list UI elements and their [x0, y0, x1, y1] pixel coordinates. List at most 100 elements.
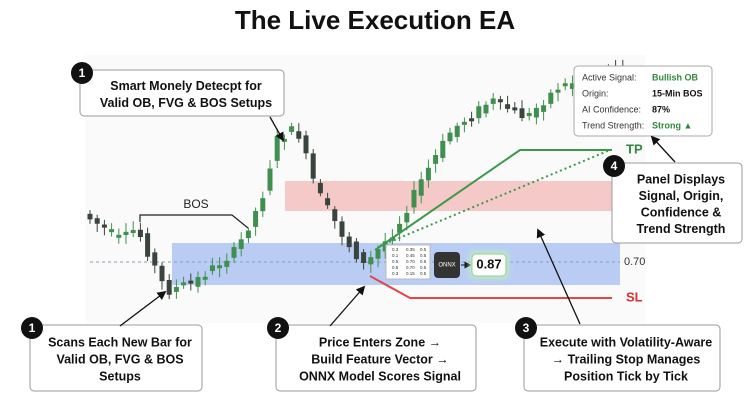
trailing-line: [379, 149, 611, 247]
callout-text: ONNX Model Scores Signal: [299, 369, 461, 383]
callout-badge: [515, 317, 537, 339]
candle-body: [260, 198, 266, 212]
callout-box: [275, 324, 477, 392]
callout: Price Enters Zone → Build Feature Vector …: [267, 317, 477, 392]
candle-body: [123, 231, 129, 236]
candle-body: [109, 229, 115, 233]
candle-body: [541, 105, 547, 112]
callout-text: Setups: [99, 369, 141, 383]
arrow: [536, 228, 581, 325]
onnx-chip: [434, 252, 460, 278]
candle-body: [526, 112, 532, 117]
candle-body: [303, 135, 309, 154]
callout-box: [611, 162, 743, 244]
candle-body: [361, 252, 367, 263]
callout-text: Scans Each New Bar for: [48, 335, 192, 349]
candle-body: [332, 209, 338, 222]
callout-text: Valid OB, FVG & BOS Setups: [100, 96, 272, 110]
candle-body: [202, 276, 208, 280]
callout-box: [523, 324, 721, 392]
arrow: [119, 290, 167, 327]
callout-text: Confidence &: [641, 206, 722, 220]
candle-body: [238, 239, 244, 249]
candle-body: [519, 108, 525, 119]
arrow: [269, 116, 284, 142]
candle-body: [209, 265, 215, 272]
callout-text: Execute with Volatility-Aware: [540, 335, 713, 349]
feature-value: 0.45: [406, 253, 415, 258]
panel-value: Strong ▲: [652, 120, 692, 130]
candle-body: [425, 167, 431, 181]
tp-line: [374, 149, 612, 251]
feature-value: 0.3: [392, 247, 399, 252]
candle-body: [130, 230, 136, 234]
arrows: [119, 116, 676, 327]
candle-body: [152, 252, 158, 266]
candle-body: [490, 98, 496, 104]
candle-body: [533, 107, 539, 118]
candle-body: [368, 257, 374, 265]
feature-vector: [385, 244, 431, 280]
candle-body: [101, 224, 107, 228]
candle-body: [289, 126, 295, 132]
candle-body: [483, 104, 489, 114]
candle-body: [296, 131, 302, 139]
feature-value: 0.1: [392, 253, 399, 258]
candle-body: [217, 265, 223, 269]
bos-line: [139, 214, 249, 229]
callout-text: Price Enters Zone →: [319, 335, 441, 349]
feature-value: 0.70: [406, 259, 415, 264]
candles: [87, 59, 626, 300]
panel-value: Bullish OB: [652, 72, 699, 82]
candle-body: [339, 221, 345, 237]
candle-body: [548, 92, 554, 104]
candle-body: [188, 280, 194, 284]
callout-text: Trend Strength: [637, 222, 726, 236]
fvg-zone: [285, 181, 612, 211]
candle-body: [253, 211, 259, 227]
panel-value: 87%: [652, 104, 670, 114]
candle-body: [497, 99, 503, 103]
callout-text: Build Feature Vector →: [311, 352, 449, 366]
candle-body: [325, 198, 331, 206]
candle-body: [569, 83, 575, 89]
candle-body: [310, 153, 316, 179]
bos-label: BOS: [183, 197, 208, 211]
callout-badge: [603, 155, 625, 177]
candle-body: [245, 230, 251, 239]
signal-panel: [573, 65, 713, 137]
feature-value: 0.5: [420, 259, 427, 264]
callout-badge: [71, 62, 93, 84]
callout-text: Signal, Origin,: [639, 189, 724, 203]
candle-body: [166, 279, 172, 295]
panel-label: Active Signal:: [582, 72, 637, 82]
sl-label: SL: [626, 289, 643, 304]
feature-value: 0.70: [406, 265, 415, 270]
callout-badge: [21, 317, 43, 339]
candle-body: [404, 212, 410, 223]
callout: Scans Each New Bar for Valid OB, FVG & BO…: [21, 317, 203, 392]
candle-body: [145, 233, 151, 257]
callout-text: → Trailing Stop Manages: [552, 352, 701, 366]
feature-value: 0.35: [406, 247, 415, 252]
feature-value: 0.3: [392, 271, 399, 276]
callout-number: 4: [611, 159, 618, 173]
candle-body: [94, 218, 100, 224]
candle-body: [411, 189, 417, 208]
candle-body: [137, 229, 143, 238]
score-box: [471, 253, 507, 277]
candle-body: [469, 118, 475, 122]
candle-body: [397, 223, 403, 233]
candle-body: [346, 236, 352, 248]
candle-body: [224, 260, 230, 267]
callout-box: [29, 324, 203, 392]
candle-body: [461, 121, 467, 125]
callout: Panel Displays Signal, Origin, Confidence …: [603, 155, 743, 244]
callout-badge: [267, 317, 289, 339]
candle-body: [454, 125, 460, 137]
candle-body: [173, 287, 179, 292]
candle-body: [562, 83, 568, 87]
candle-body: [505, 104, 511, 109]
